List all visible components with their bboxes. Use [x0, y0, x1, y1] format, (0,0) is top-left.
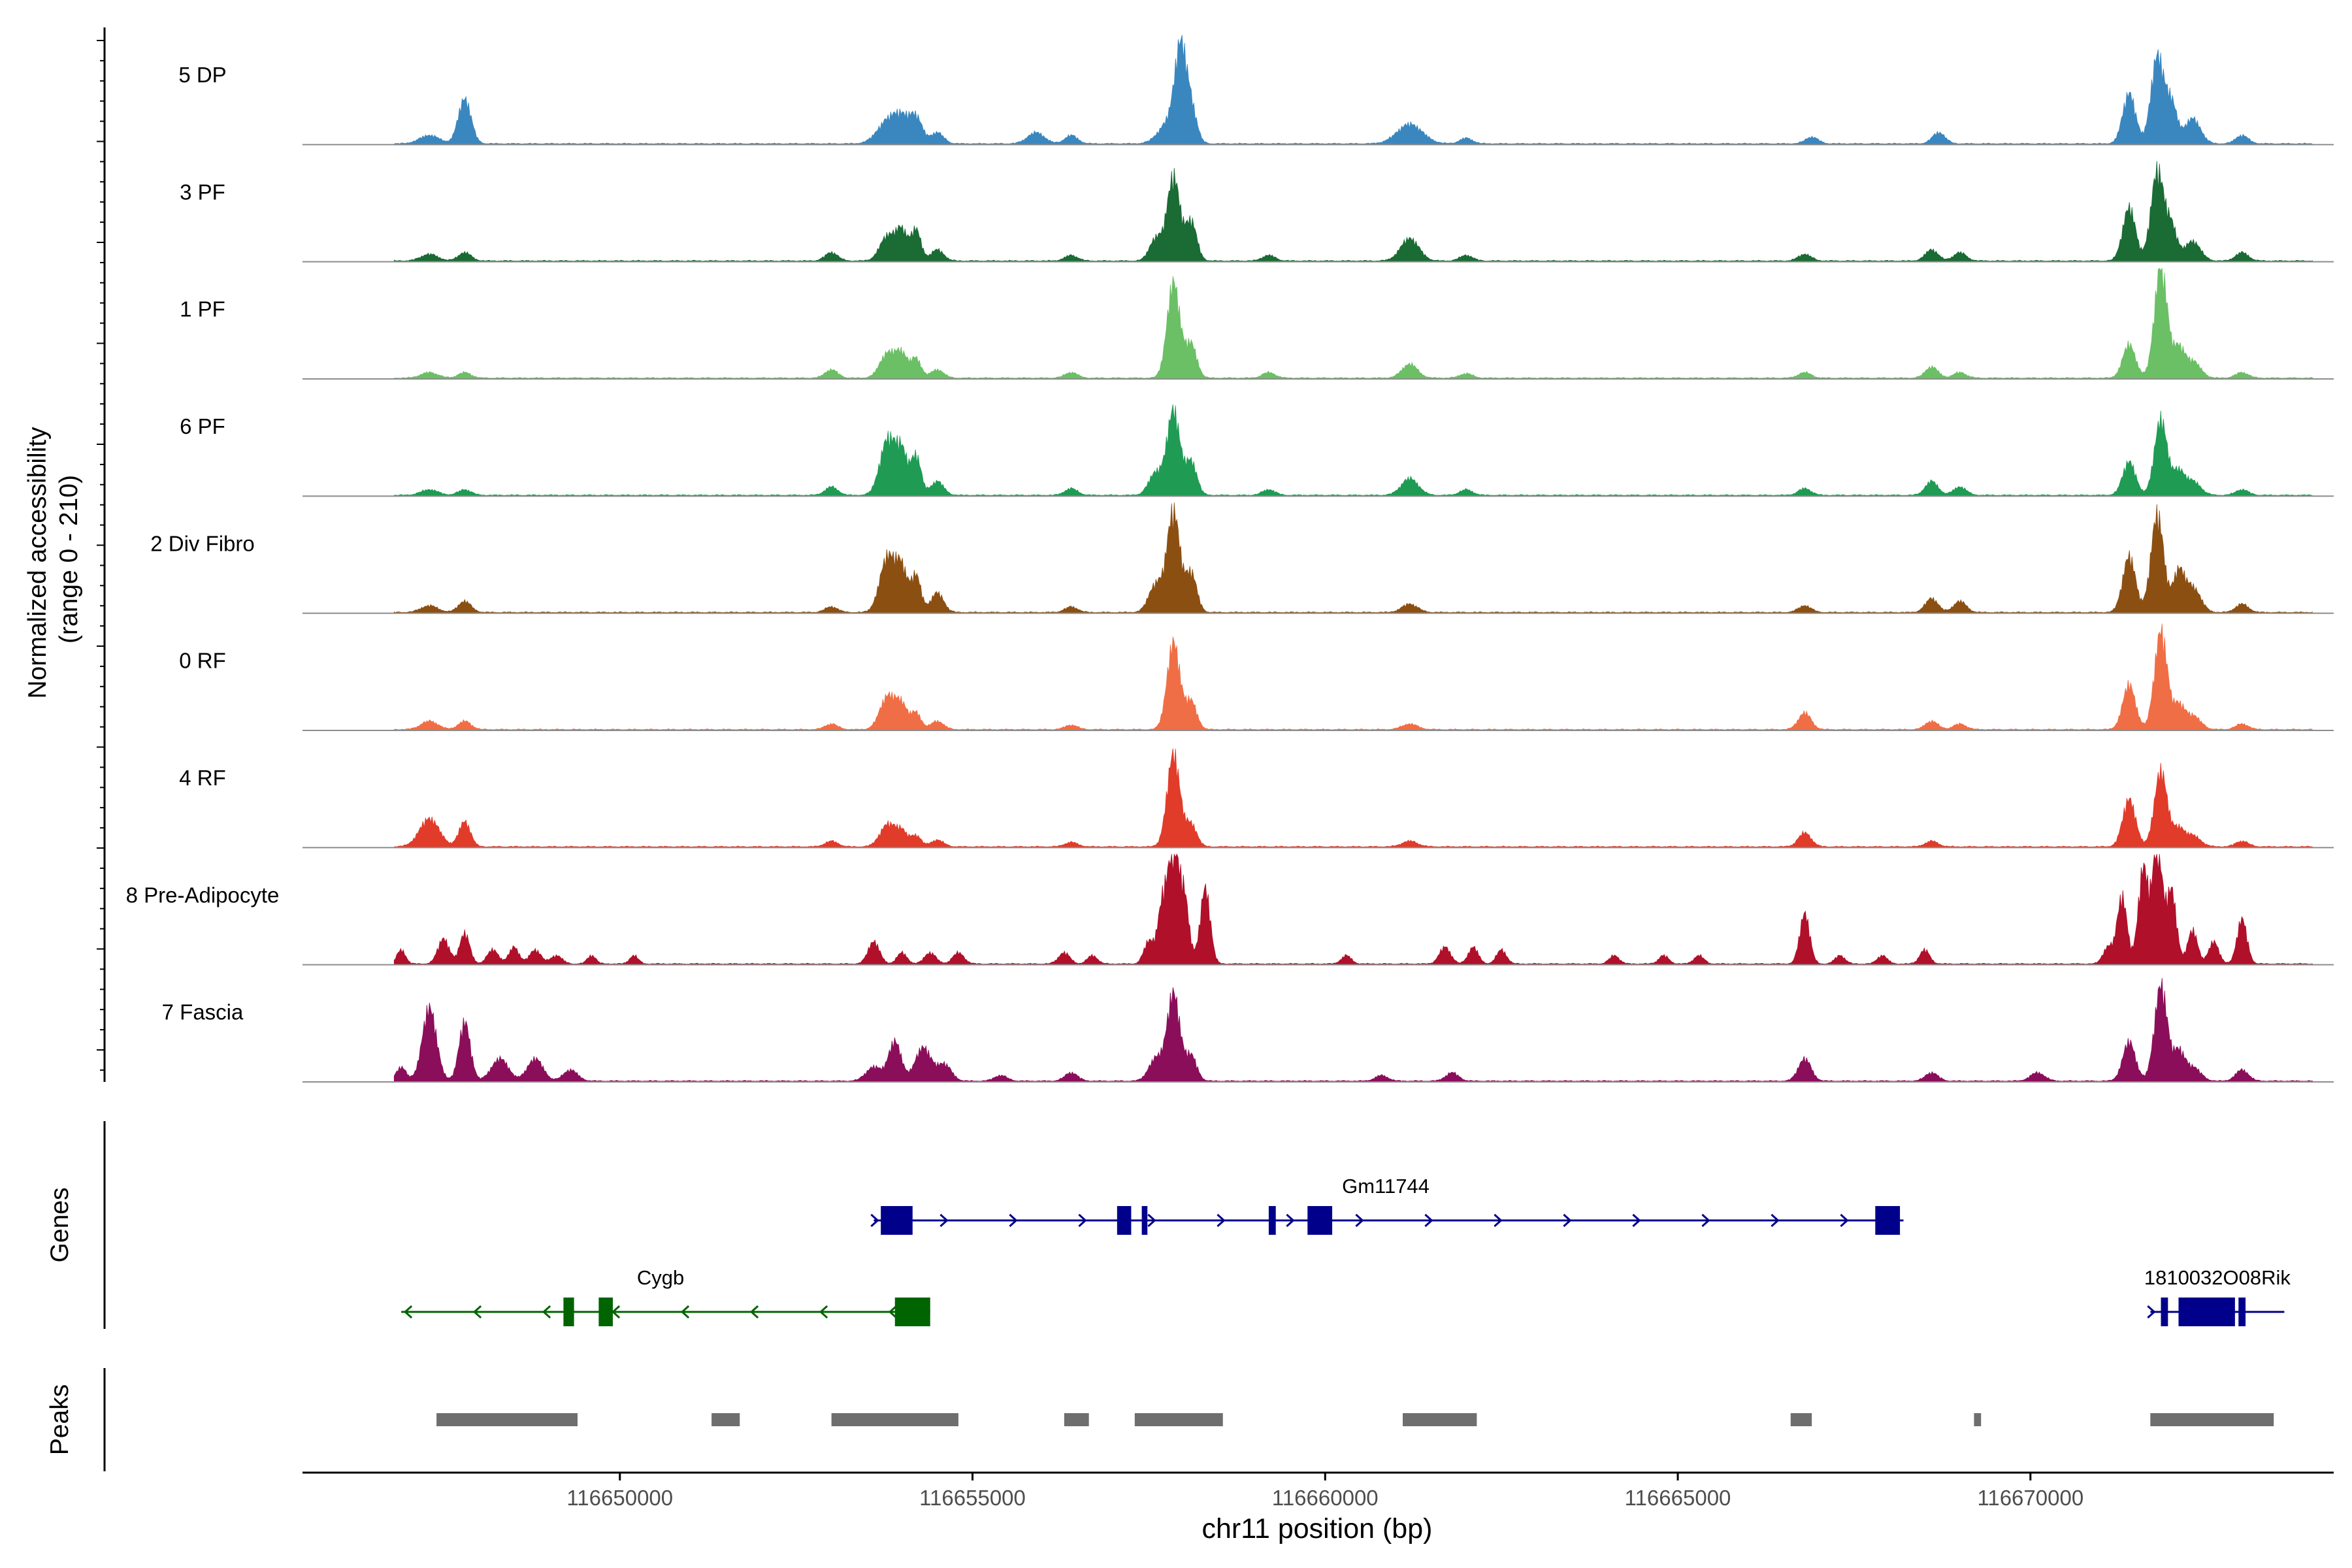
strand-arrow [1009, 1213, 1018, 1228]
peak-region [1403, 1413, 1477, 1426]
track-label: 6 PF [180, 414, 225, 438]
x-tick-label: 116670000 [1977, 1486, 2083, 1510]
gene-1810032o08rik: 1810032O08Rik [2144, 1266, 2291, 1326]
track-label: 1 PF [180, 297, 225, 321]
strand-arrow [1563, 1213, 1572, 1228]
exon [598, 1298, 613, 1326]
strand-arrow [2147, 1305, 2156, 1319]
strand-arrow [1632, 1213, 1641, 1228]
x-tick-label: 116660000 [1272, 1486, 1379, 1510]
gene-name-label: Gm11744 [1342, 1175, 1429, 1198]
genes-track: Gm11744 Cygb 1810032O08Rik [401, 1175, 2291, 1326]
y-axis-label: Normalized accessibility (range 0 - 210) [24, 420, 83, 699]
track-label: 8 Pre-Adipocyte [126, 883, 280, 907]
peak-region [1974, 1413, 1982, 1426]
strand-arrow [939, 1213, 949, 1228]
coverage-area [393, 267, 2313, 380]
strand-arrow [870, 1213, 879, 1228]
strand-arrow [1355, 1213, 1364, 1228]
track-4-rf: 4 RF [179, 748, 2334, 849]
track-label: 2 Div Fibro [150, 531, 255, 555]
exon [2161, 1298, 2168, 1326]
track-label: 7 Fascia [162, 1000, 244, 1024]
x-tick-label: 116665000 [1625, 1486, 1731, 1510]
peaks-label: Peaks [46, 1384, 74, 1455]
strand-arrow [1494, 1213, 1503, 1228]
track-label: 0 RF [179, 649, 226, 673]
gene-gm11744: Gm11744 [870, 1175, 1904, 1235]
track-label: 4 RF [179, 766, 226, 790]
track-label: 3 PF [180, 180, 225, 204]
coverage-area [393, 161, 2313, 263]
strand-arrow [819, 1305, 828, 1319]
coverage-area [393, 35, 2313, 145]
strand-arrow [888, 1305, 898, 1319]
peak-region [1790, 1413, 1812, 1426]
strand-arrow [1286, 1213, 1295, 1228]
peak-region [2150, 1413, 2274, 1426]
x-tick-label: 116650000 [566, 1486, 673, 1510]
x-axis-ticks: 116650000 116655000 116660000 116665000 1166… [566, 1473, 2083, 1510]
coverage-area [393, 748, 2313, 848]
exon [1307, 1206, 1333, 1235]
exon [881, 1206, 913, 1235]
peak-region [1134, 1413, 1223, 1426]
strand-arrow [1217, 1213, 1226, 1228]
exon [1141, 1206, 1148, 1235]
track-label: 5 DP [178, 63, 226, 87]
gene-cygb: Cygb [401, 1266, 930, 1326]
y-axis-ticks [97, 40, 105, 1071]
strand-arrow [680, 1305, 690, 1319]
peaks-track [436, 1413, 2274, 1426]
strand-arrow [749, 1305, 759, 1319]
coverage-area [393, 502, 2313, 614]
coverage-area [393, 853, 2313, 966]
strand-arrow [1147, 1213, 1156, 1228]
track-6-pf: 6 PF [180, 404, 2334, 497]
x-tick-label: 116655000 [919, 1486, 1026, 1510]
peak-region [831, 1413, 958, 1426]
track-3-pf: 3 PF [180, 161, 2334, 263]
coverage-tracks: 5 DP 3 PF 1 PF 6 PF 2 Div Fibro 0 RF 4 RF 8 Pre… [126, 35, 2334, 1083]
gene-name-label: 1810032O08Rik [2144, 1266, 2291, 1289]
exon [2238, 1298, 2246, 1326]
track-8-pre-adipocyte: 8 Pre-Adipocyte [126, 853, 2334, 966]
exon [1875, 1206, 1901, 1235]
exon [2178, 1298, 2235, 1326]
peak-region [1064, 1413, 1089, 1426]
strand-arrow [472, 1305, 482, 1319]
exon [1268, 1206, 1276, 1235]
peak-region [436, 1413, 578, 1426]
strand-arrow [1771, 1213, 1780, 1228]
track-1-pf: 1 PF [180, 267, 2334, 380]
track-0-rf: 0 RF [179, 623, 2334, 731]
track-5-dp: 5 DP [178, 35, 2334, 146]
coverage-area [393, 404, 2313, 497]
x-axis-label: chr11 position (bp) [1202, 1513, 1433, 1544]
track-2-div-fibro: 2 Div Fibro [150, 502, 2334, 614]
exon [1117, 1206, 1132, 1235]
peak-region [711, 1413, 740, 1426]
strand-arrow [1424, 1213, 1433, 1228]
strand-arrow [403, 1305, 413, 1319]
track-7-fascia: 7 Fascia [162, 978, 2334, 1083]
exon [563, 1298, 574, 1326]
strand-arrow [1840, 1213, 1849, 1228]
gene-name-label: Cygb [637, 1266, 684, 1289]
strand-arrow [1078, 1213, 1087, 1228]
exon [894, 1298, 930, 1326]
coverage-area [393, 978, 2313, 1083]
strand-arrow [542, 1305, 551, 1319]
coverage-area [393, 623, 2313, 731]
strand-arrow [611, 1305, 621, 1319]
genes-label: Genes [46, 1188, 74, 1263]
strand-arrow [1701, 1213, 1710, 1228]
